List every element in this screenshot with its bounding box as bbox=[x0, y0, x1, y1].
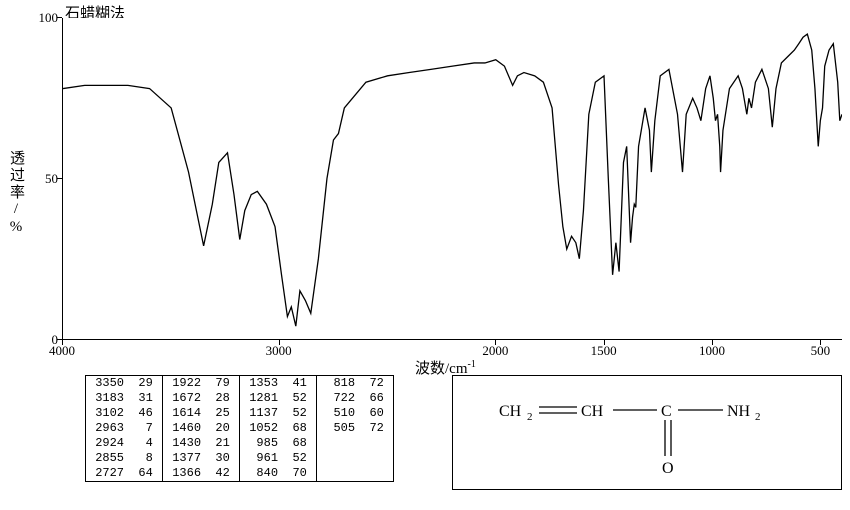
peak-cell: 961 52 bbox=[240, 451, 317, 466]
structure-text: NH bbox=[727, 403, 751, 420]
peak-cell: 1052 68 bbox=[240, 421, 317, 436]
x-tick-mark bbox=[495, 340, 496, 345]
peak-cell: 2727 64 bbox=[86, 466, 163, 481]
structure-svg: CH 2 CH C NH 2 O bbox=[453, 376, 843, 491]
peak-cell: 1672 28 bbox=[163, 391, 240, 406]
peak-cell: 1281 52 bbox=[240, 391, 317, 406]
peak-cell: 1460 20 bbox=[163, 421, 240, 436]
chemical-structure: CH 2 CH C NH 2 O bbox=[452, 375, 842, 490]
peak-cell: 2924 4 bbox=[86, 436, 163, 451]
peak-cell: 818 72 bbox=[317, 376, 394, 391]
x-axis-label-exp: -1 bbox=[468, 359, 476, 370]
y-tick-label: 100 bbox=[28, 10, 58, 26]
peak-cell: 2855 8 bbox=[86, 451, 163, 466]
peak-cell: 1353 41 bbox=[240, 376, 317, 391]
table-row: 2727 64 1366 42 840 70 bbox=[86, 466, 393, 481]
peak-cell: 840 70 bbox=[240, 466, 317, 481]
peak-cell: 3183 31 bbox=[86, 391, 163, 406]
peak-cell: 1922 79 bbox=[163, 376, 240, 391]
x-tick-label: 500 bbox=[800, 343, 840, 359]
peak-cell: 2963 7 bbox=[86, 421, 163, 436]
peak-cell: 1366 42 bbox=[163, 466, 240, 481]
peak-cell: 3102 46 bbox=[86, 406, 163, 421]
table-row: 2924 4 1430 21 985 68 bbox=[86, 436, 393, 451]
peak-table: 3350 29 1922 79 1353 41 818 72 3183 31 1… bbox=[85, 375, 394, 482]
y-tick-mark bbox=[57, 178, 62, 179]
peak-cell: 985 68 bbox=[240, 436, 317, 451]
peak-cell: 510 60 bbox=[317, 406, 394, 421]
structure-text: 2 bbox=[527, 411, 533, 423]
peak-cell: 505 72 bbox=[317, 421, 394, 436]
structure-text: 2 bbox=[755, 411, 761, 423]
x-tick-mark bbox=[62, 340, 63, 345]
x-tick-label: 4000 bbox=[42, 343, 82, 359]
table-row: 2963 7 1460 20 1052 68 505 72 bbox=[86, 421, 393, 436]
structure-text: CH bbox=[499, 403, 522, 420]
peak-cell: 722 66 bbox=[317, 391, 394, 406]
peak-cell: 3350 29 bbox=[86, 376, 163, 391]
structure-text: O bbox=[662, 460, 674, 477]
peak-cell: 1137 52 bbox=[240, 406, 317, 421]
peak-cell: 1614 25 bbox=[163, 406, 240, 421]
x-tick-label: 3000 bbox=[259, 343, 299, 359]
x-tick-mark bbox=[604, 340, 605, 345]
table-row: 2855 8 1377 30 961 52 bbox=[86, 451, 393, 466]
structure-text: C bbox=[661, 403, 672, 420]
y-axis-label: 透过率/% bbox=[6, 150, 27, 237]
y-tick-mark bbox=[57, 17, 62, 18]
spectrum-line bbox=[63, 18, 842, 339]
x-tick-label: 1000 bbox=[692, 343, 732, 359]
structure-text: CH bbox=[581, 403, 604, 420]
x-tick-mark bbox=[712, 340, 713, 345]
x-tick-mark bbox=[279, 340, 280, 345]
peak-cell bbox=[317, 451, 394, 466]
y-tick-label: 50 bbox=[28, 171, 58, 187]
table-row: 3350 29 1922 79 1353 41 818 72 bbox=[86, 376, 393, 391]
x-tick-mark bbox=[820, 340, 821, 345]
peak-cell: 1430 21 bbox=[163, 436, 240, 451]
table-row: 3102 46 1614 25 1137 52 510 60 bbox=[86, 406, 393, 421]
peak-cell bbox=[317, 436, 394, 451]
peak-cell: 1377 30 bbox=[163, 451, 240, 466]
peak-cell bbox=[317, 466, 394, 481]
x-tick-label: 2000 bbox=[475, 343, 515, 359]
spectrum-chart bbox=[62, 18, 842, 340]
table-row: 3183 31 1672 28 1281 52 722 66 bbox=[86, 391, 393, 406]
x-axis-label-prefix: 波数/ bbox=[415, 361, 449, 377]
x-tick-label: 1500 bbox=[584, 343, 624, 359]
